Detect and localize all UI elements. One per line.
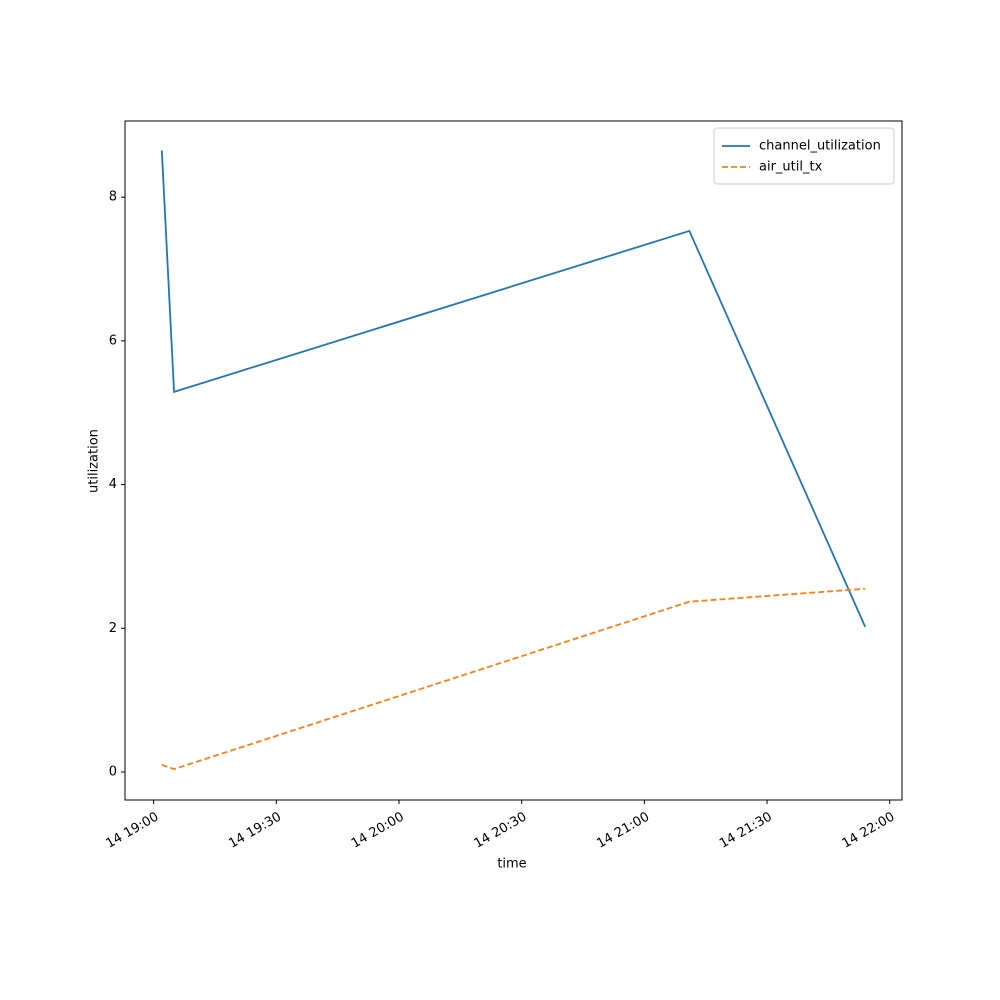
x-tick-label: 14 21:00 <box>594 810 652 852</box>
plot-frame <box>124 120 903 801</box>
y-tick-label: 8 <box>109 190 117 205</box>
legend-label: channel_utilization <box>759 139 881 154</box>
x-tick-label: 14 21:30 <box>717 810 775 852</box>
x-tick-label: 14 20:00 <box>349 810 407 852</box>
series-line <box>161 587 866 771</box>
x-tick-label: 14 19:30 <box>226 810 284 852</box>
y-tick-label: 6 <box>109 333 117 348</box>
x-axis-label: time <box>497 857 526 872</box>
x-tick-label: 14 22:00 <box>840 810 898 852</box>
series-line <box>160 150 867 628</box>
y-tick-label: 2 <box>109 621 117 636</box>
legend-box <box>713 127 895 185</box>
y-tick-label: 0 <box>109 764 117 779</box>
x-tick-label: 14 20:30 <box>472 810 530 852</box>
legend-label: air_util_tx <box>759 160 823 175</box>
x-tick-label: 14 19:00 <box>104 810 162 852</box>
y-tick-label: 4 <box>109 477 117 492</box>
y-axis-label: utilization <box>87 429 102 493</box>
